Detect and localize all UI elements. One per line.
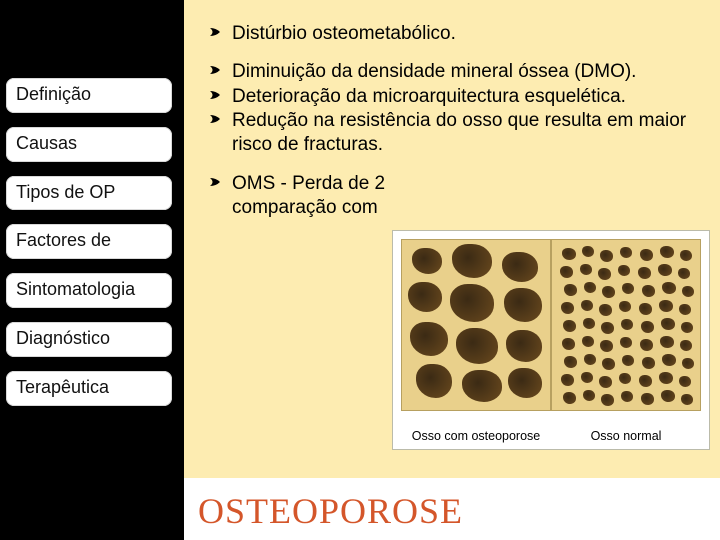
figure-caption-right: Osso normal [551,429,701,443]
bullet-text: Distúrbio osteometabólico. [232,22,704,46]
bullet-item: Deterioração da microarquitectura esquel… [210,85,704,109]
nav-label: Terapêutica [16,377,109,397]
nav-item-definicao[interactable]: Definição [6,78,172,113]
bone-figure: Osso com osteoporose Osso normal [392,230,710,450]
figure-caption-left: Osso com osteoporose [401,429,551,443]
nav-list: Definição Causas Tipos de OP Factores de… [6,78,172,406]
page-title: OSTEOPOROSE [198,490,463,532]
bullet-text: Diminuição da densidade mineral óssea (D… [232,60,704,84]
bullet-arrow-icon [210,26,224,38]
content-text: Distúrbio osteometabólico. Diminuição da… [210,22,704,234]
bullet-item: Diminuição da densidade mineral óssea (D… [210,60,704,84]
bullet-group-1: Distúrbio osteometabólico. [210,22,704,46]
nav-label: Diagnóstico [16,328,110,348]
bullet-arrow-icon [210,176,224,188]
nav-item-tipos[interactable]: Tipos de OP [6,176,172,211]
bullet-group-3: OMS - Perda de 2 comparação com [210,172,410,221]
bullet-item: Distúrbio osteometabólico. [210,22,704,46]
bullet-arrow-icon [210,89,224,101]
bullet-item: OMS - Perda de 2 comparação com [210,172,410,221]
bone-normal-image [551,239,701,411]
nav-item-causas[interactable]: Causas [6,127,172,162]
bullet-arrow-icon [210,64,224,76]
bone-osteoporosis-image [401,239,551,411]
bullet-text: Deterioração da microarquitectura esquel… [232,85,704,109]
nav-item-terapeutica[interactable]: Terapêutica [6,371,172,406]
bone-texture [402,240,550,410]
bone-texture [552,240,700,410]
nav-label: Factores de [16,230,111,250]
bullet-text: Redução na resistência do osso que resul… [232,109,704,158]
bullet-group-2: Diminuição da densidade mineral óssea (D… [210,60,704,157]
nav-label: Tipos de OP [16,182,115,202]
nav-label: Sintomatologia [16,279,135,299]
nav-label: Causas [16,133,77,153]
bullet-arrow-icon [210,113,224,125]
nav-item-diagnostico[interactable]: Diagnóstico [6,322,172,357]
nav-label: Definição [16,84,91,104]
bullet-item: Redução na resistência do osso que resul… [210,109,704,158]
nav-item-factores[interactable]: Factores de [6,224,172,259]
figure-inner: Osso com osteoporose Osso normal [393,231,709,449]
slide: Definição Causas Tipos de OP Factores de… [0,0,720,540]
bullet-text: OMS - Perda de 2 comparação com [232,172,410,221]
nav-item-sintomatologia[interactable]: Sintomatologia [6,273,172,308]
